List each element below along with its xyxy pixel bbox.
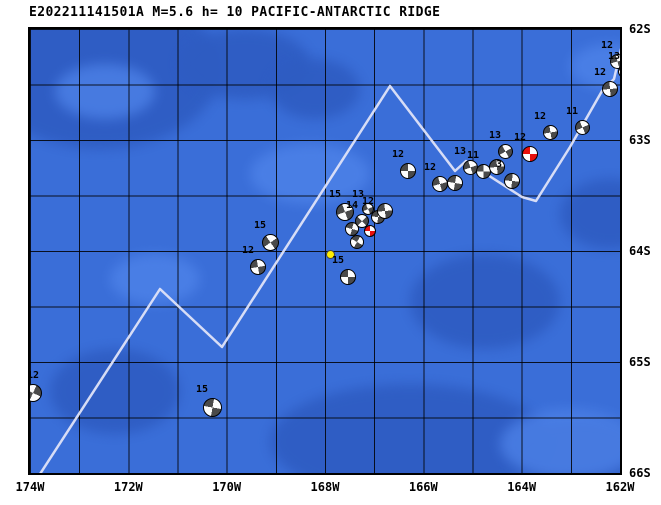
lat-axis-label: 65S xyxy=(629,355,651,369)
event-day-label: 12 xyxy=(424,162,437,173)
focal-mechanism-ball xyxy=(202,397,222,417)
lon-axis-label: 174W xyxy=(15,480,45,494)
grid-overlay xyxy=(30,29,620,473)
event-day-label: 15 xyxy=(254,219,267,231)
focal-mechanism-ball xyxy=(30,384,42,402)
event-day-label: 13 xyxy=(608,50,621,62)
lon-axis-label: 166W xyxy=(408,480,438,494)
event-day-label: 15 xyxy=(196,383,209,395)
lat-axis-label: 64S xyxy=(629,244,651,258)
event-day-label: 3 xyxy=(496,159,503,170)
event-day-label: 13 xyxy=(489,129,502,141)
longitude-axis: 174W 172W 170W 168W 166W 164W 162W xyxy=(0,480,661,498)
focal-mechanism-ball xyxy=(602,81,618,97)
lat-axis-label: 66S xyxy=(629,466,651,480)
event-day-label: 12 xyxy=(601,39,614,51)
focal-mechanism-ball xyxy=(400,163,416,179)
event-day-label: 13 xyxy=(352,189,365,200)
event-day-label: 11 xyxy=(566,105,579,117)
focal-mechanism-ball xyxy=(340,269,356,285)
focal-mechanism-ball xyxy=(362,203,374,215)
lon-axis-label: 172W xyxy=(113,480,143,494)
event-day-label: 15 xyxy=(332,255,345,266)
lon-axis-label: 164W xyxy=(507,480,537,494)
focal-mechanism-ball xyxy=(377,203,393,219)
focal-mechanism-ball xyxy=(609,53,620,69)
event-day-label: 12 xyxy=(392,149,405,160)
focal-mechanism-ball xyxy=(497,143,513,159)
epicenter-dot xyxy=(325,249,335,259)
focal-mechanism-ball-highlight xyxy=(364,225,376,237)
focal-mechanism-ball xyxy=(250,259,266,275)
event-day-label: 12 xyxy=(242,245,255,256)
focal-mechanism-ball xyxy=(489,159,505,175)
event-day-label: 12 xyxy=(514,132,527,143)
focal-mechanism-ball-highlight xyxy=(522,146,538,162)
lat-axis-label: 63S xyxy=(629,133,651,147)
event-day-label: 15 xyxy=(329,189,342,200)
focal-mechanism-ball xyxy=(504,173,520,189)
events-layer: 12 15 12 15 15 15 14 13 12 12 12 13 11 13 3 12 12 11 12 12 1… xyxy=(30,29,620,473)
event-day-label: 12 xyxy=(362,196,375,207)
lon-axis-label: 162W xyxy=(605,480,635,494)
event-day-label: 12 xyxy=(534,110,547,122)
event-day-label: 12 xyxy=(594,67,607,78)
focal-mechanism-ball xyxy=(261,233,279,251)
focal-mechanism-ball xyxy=(350,235,364,249)
lon-axis-label: 168W xyxy=(310,480,340,494)
event-day-label: 14 xyxy=(346,200,359,211)
focal-mechanism-ball xyxy=(355,214,369,228)
focal-mechanism-ball xyxy=(574,119,590,135)
focal-mechanism-ball xyxy=(447,175,463,191)
lon-axis-label: 170W xyxy=(212,480,242,494)
event-day-label: 11 xyxy=(467,149,480,161)
plot-title: E202211141501A M=5.6 h= 10 PACIFIC-ANTAR… xyxy=(29,5,441,20)
lat-axis-label: 62S xyxy=(629,22,651,36)
focal-mechanism-ball xyxy=(336,203,354,221)
latitude-axis: 62S 63S 64S 65S 66S xyxy=(629,0,661,505)
focal-mechanism-ball xyxy=(542,124,558,140)
event-day-label: 13 xyxy=(454,145,467,157)
event-day-label: 12 xyxy=(28,370,40,381)
map-canvas: 12 15 12 15 15 15 14 13 12 12 12 13 11 13 3 12 12 11 12 12 1… xyxy=(28,27,622,475)
focal-mechanism-ball xyxy=(432,176,448,192)
